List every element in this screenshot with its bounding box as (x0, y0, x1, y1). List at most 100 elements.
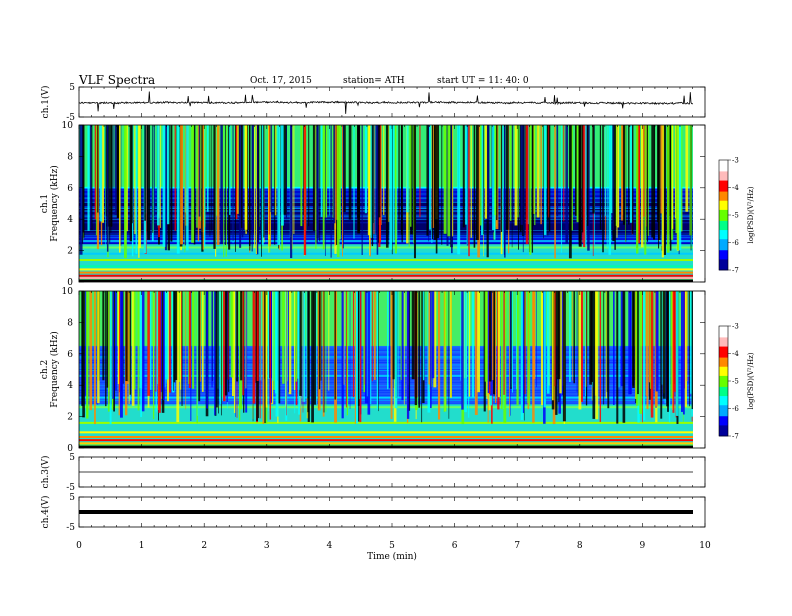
sferic-line (118, 125, 121, 253)
y-tick-label: 5 (69, 83, 75, 93)
colorbar-segment (719, 215, 728, 218)
colorbar-segment (719, 415, 728, 419)
colorbar-segment (719, 393, 728, 397)
sferic-line (219, 291, 222, 405)
sferic-line (319, 125, 321, 242)
sferic-line (206, 125, 209, 212)
sferic-line (576, 125, 579, 223)
sferic-line (401, 125, 403, 233)
sferic-line (578, 125, 581, 246)
sferic-line (635, 291, 637, 399)
sferic-line (607, 291, 610, 409)
colorbar-segment (719, 204, 728, 207)
sferic-line (290, 125, 293, 236)
sferic-line (322, 291, 325, 417)
sferic-line (230, 291, 234, 378)
sferic-line (376, 125, 379, 255)
sferic-line (547, 125, 549, 236)
colorbar-segment (719, 257, 728, 260)
spectrogram-stripe (79, 366, 693, 368)
colorbar-segment (719, 331, 728, 334)
sferic-line (209, 125, 211, 237)
sferic-line (452, 125, 454, 237)
sferic-line (484, 291, 488, 382)
sferic-line (117, 291, 120, 385)
sferic-line (391, 125, 393, 255)
sferic-line (629, 291, 632, 395)
y-tick-label: 0 (67, 444, 73, 454)
sferic-line (241, 125, 244, 238)
y-tick-label: -5 (66, 483, 75, 493)
sferic-line (197, 125, 200, 242)
sferic-line (533, 125, 535, 214)
sferic-line (198, 291, 201, 402)
colorbar-segment (719, 392, 728, 395)
spectrogram-stripe (79, 377, 693, 379)
sferic-line (166, 125, 170, 225)
sferic-line (267, 291, 270, 380)
sferic-line (592, 125, 595, 214)
ch1-spectrogram-panel: 0 2 4 6 8 10 ch.1Frequency (kHz) (40, 121, 706, 288)
sferic-line (477, 291, 480, 393)
colorbar-segment (719, 240, 728, 243)
colorbar-segment (719, 406, 728, 409)
sferic-line (107, 291, 111, 412)
sferic-line (273, 291, 276, 390)
sferic-line (335, 125, 337, 246)
sferic-line (376, 291, 379, 410)
sferic-line (109, 125, 111, 243)
sferic-line (483, 291, 486, 412)
colorbar-segment (719, 180, 728, 183)
sferic-line (493, 291, 495, 396)
sferic-line (437, 291, 441, 420)
sferic-line (303, 125, 307, 256)
colorbar-segment (719, 251, 728, 254)
sferic-line (572, 291, 573, 381)
sferic-line (675, 291, 679, 416)
colorbar-segment (719, 231, 728, 234)
sferic-line (390, 291, 393, 419)
sferic-line (621, 125, 625, 221)
sferic-line (503, 291, 507, 423)
sferic-line (163, 291, 165, 401)
sferic-line (494, 125, 497, 216)
sferic-line (678, 125, 682, 251)
sferic-line (375, 125, 378, 232)
spectrogram-stripe (79, 384, 693, 386)
sferic-line (281, 125, 284, 226)
spectrogram-stripe (79, 392, 693, 393)
sferic-line (293, 291, 296, 391)
sferic-line (252, 291, 256, 404)
sferic-line (616, 125, 620, 228)
colorbar-segment (719, 384, 728, 387)
sferic-line (302, 291, 306, 402)
colorbar-segment (719, 344, 728, 347)
colorbar-segment (719, 371, 728, 375)
x-tick-label: 2 (201, 541, 207, 551)
spectrogram-stripe (79, 356, 693, 357)
colorbar-segment (719, 202, 728, 205)
colorbar-segment (719, 163, 728, 166)
sferic-line (218, 291, 219, 414)
sferic-line (114, 291, 117, 391)
sferic-line (363, 291, 366, 393)
sferic-line (254, 125, 256, 249)
ch4_waveform-trace (79, 510, 693, 514)
sferic-line (244, 125, 248, 230)
sferic-line (126, 291, 129, 385)
sferic-line (392, 125, 395, 243)
sferic-line (386, 291, 389, 390)
x-tick-label: 4 (327, 541, 333, 551)
sferic-line (198, 125, 201, 217)
sferic-line (251, 125, 254, 232)
sferic-line (421, 291, 423, 423)
sferic-line (82, 125, 85, 233)
sferic-line (398, 125, 400, 220)
sferic-line (608, 125, 612, 255)
sferic-line (522, 125, 524, 253)
sferic-line (110, 125, 113, 227)
sferic-line (236, 125, 239, 214)
sferic-line (528, 125, 530, 253)
sferic-line (341, 291, 344, 419)
